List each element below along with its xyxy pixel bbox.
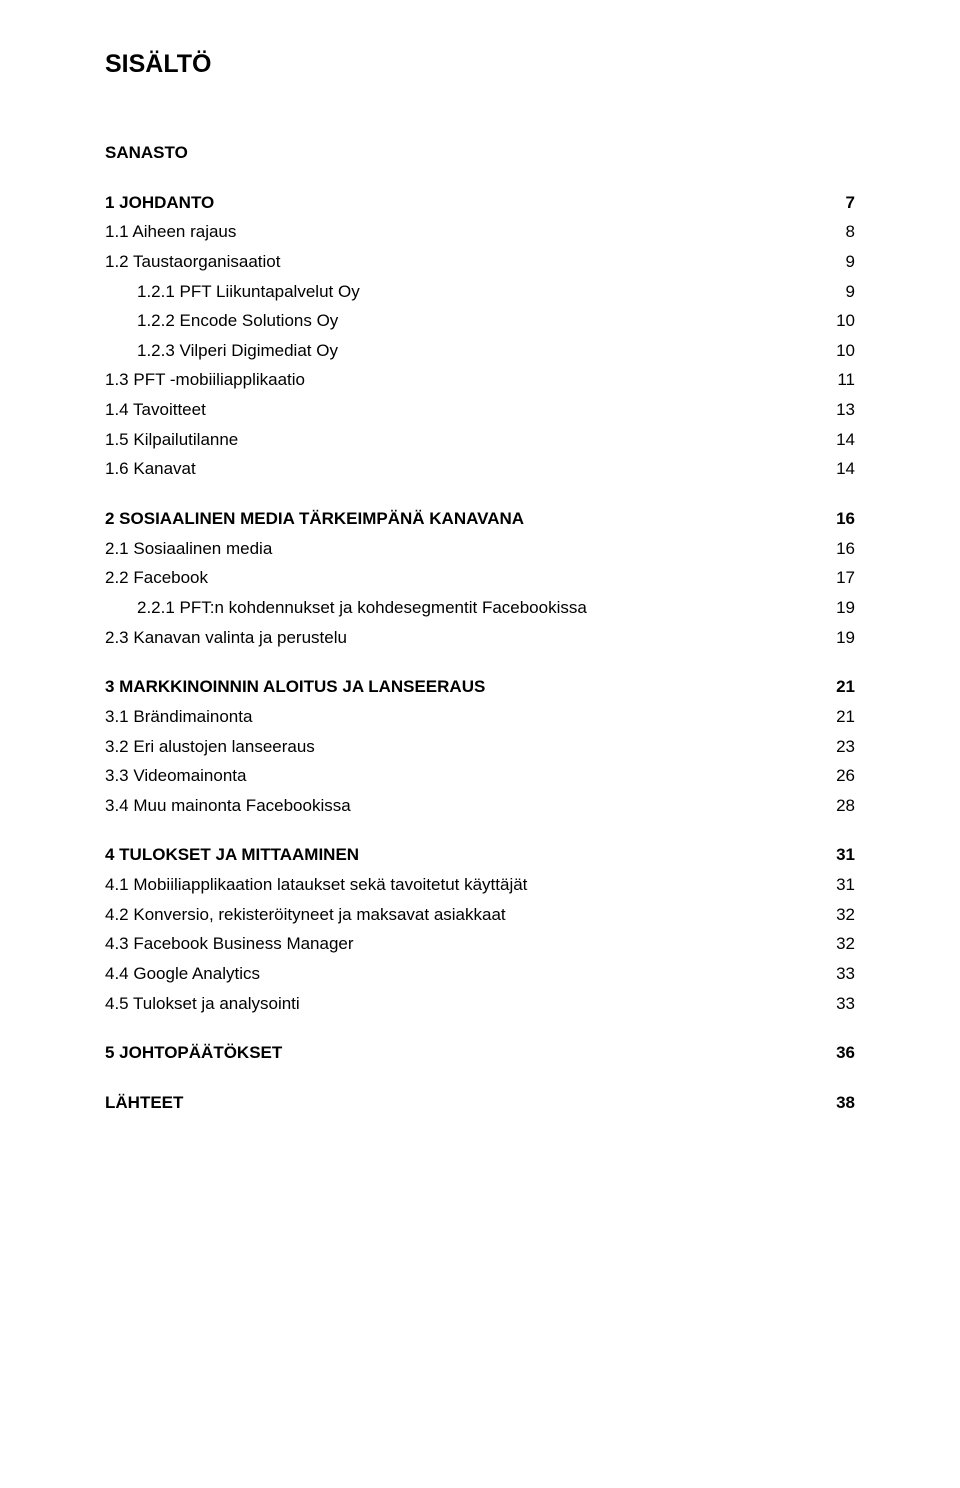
- toc-entry-page: 31: [816, 873, 855, 898]
- toc-entry-page: 8: [826, 220, 855, 245]
- toc-entry: 4.2 Konversio, rekisteröityneet ja maksa…: [105, 903, 855, 928]
- section-gap: [105, 171, 855, 191]
- toc-entry: 1.5 Kilpailutilanne14: [105, 428, 855, 453]
- toc-entry-page: 9: [826, 250, 855, 275]
- toc-entry-page: 33: [816, 962, 855, 987]
- toc-entry: 2.1 Sosiaalinen media16: [105, 537, 855, 562]
- toc-entry: 1.1 Aiheen rajaus8: [105, 220, 855, 245]
- toc-entry-label: 3.3 Videomainonta: [105, 764, 816, 789]
- toc-entry-page: 21: [816, 705, 855, 730]
- toc-entry-page: 31: [816, 843, 855, 868]
- toc-entry-label: 1 JOHDANTO: [105, 191, 826, 216]
- toc-entry-page: 14: [816, 457, 855, 482]
- toc-entry-label: 4.2 Konversio, rekisteröityneet ja maksa…: [105, 903, 816, 928]
- toc-entry: 2.2.1 PFT:n kohdennukset ja kohdesegment…: [137, 596, 855, 621]
- toc-entry-label: 4 TULOKSET JA MITTAAMINEN: [105, 843, 816, 868]
- toc-entry-label: 3.1 Brändimainonta: [105, 705, 816, 730]
- toc-entry: 4.1 Mobiiliapplikaation lataukset sekä t…: [105, 873, 855, 898]
- toc-entry-page: 32: [816, 932, 855, 957]
- toc-entry-page: 21: [816, 675, 855, 700]
- toc-entry: 3.2 Eri alustojen lanseeraus23: [105, 735, 855, 760]
- toc-entry: 4.3 Facebook Business Manager32: [105, 932, 855, 957]
- toc-entry-page: 32: [816, 903, 855, 928]
- toc-entry: 3.1 Brändimainonta21: [105, 705, 855, 730]
- toc-entry-label: 4.4 Google Analytics: [105, 962, 816, 987]
- toc-entry-label: 5 JOHTOPÄÄTÖKSET: [105, 1041, 816, 1066]
- toc-entry-page: 11: [817, 368, 855, 393]
- toc-entry: 2.2 Facebook17: [105, 566, 855, 591]
- toc-entry: 4 TULOKSET JA MITTAAMINEN31: [105, 843, 855, 868]
- toc-entry-label: 2.1 Sosiaalinen media: [105, 537, 816, 562]
- toc-entry: 5 JOHTOPÄÄTÖKSET36: [105, 1041, 855, 1066]
- toc-entry-page: 14: [816, 428, 855, 453]
- toc-entry-label: 1.2 Taustaorganisaatiot: [105, 250, 826, 275]
- toc-entry-page: 23: [816, 735, 855, 760]
- toc-entry-page: 10: [816, 339, 855, 364]
- toc-entry: 4.4 Google Analytics33: [105, 962, 855, 987]
- toc-entry: 1.6 Kanavat14: [105, 457, 855, 482]
- toc-entry-label: 1.2.2 Encode Solutions Oy: [137, 309, 816, 334]
- table-of-contents: SANASTO1 JOHDANTO71.1 Aiheen rajaus81.2 …: [105, 141, 855, 1116]
- toc-entry: 2.3 Kanavan valinta ja perustelu19: [105, 626, 855, 651]
- section-gap: [105, 823, 855, 843]
- toc-entry-label: LÄHTEET: [105, 1091, 816, 1116]
- toc-entry: LÄHTEET38: [105, 1091, 855, 1116]
- toc-entry-label: 1.4 Tavoitteet: [105, 398, 816, 423]
- toc-entry-label: 4.5 Tulokset ja analysointi: [105, 992, 816, 1017]
- toc-entry-label: 1.6 Kanavat: [105, 457, 816, 482]
- section-gap: [105, 655, 855, 675]
- document-title: SISÄLTÖ: [105, 50, 855, 79]
- toc-entry-page: 26: [816, 764, 855, 789]
- toc-entry-page: 16: [816, 507, 855, 532]
- section-gap: [105, 1071, 855, 1091]
- toc-entry: 3.4 Muu mainonta Facebookissa28: [105, 794, 855, 819]
- toc-entry-label: 3.2 Eri alustojen lanseeraus: [105, 735, 816, 760]
- toc-entry-label: 2.2 Facebook: [105, 566, 816, 591]
- toc-entry-label: 2.3 Kanavan valinta ja perustelu: [105, 626, 816, 651]
- toc-entry-page: 10: [816, 309, 855, 334]
- toc-entry-label: 1.2.1 PFT Liikuntapalvelut Oy: [137, 280, 826, 305]
- toc-entry-page: 36: [816, 1041, 855, 1066]
- toc-entry-label: 1.1 Aiheen rajaus: [105, 220, 826, 245]
- toc-entry: 3 MARKKINOINNIN ALOITUS JA LANSEERAUS21: [105, 675, 855, 700]
- toc-entry: 1.2 Taustaorganisaatiot9: [105, 250, 855, 275]
- toc-entry-label: 1.2.3 Vilperi Digimediat Oy: [137, 339, 816, 364]
- toc-entry-page: 19: [816, 596, 855, 621]
- toc-entry: 3.3 Videomainonta26: [105, 764, 855, 789]
- toc-entry: SANASTO: [105, 141, 855, 166]
- toc-entry: 1.4 Tavoitteet13: [105, 398, 855, 423]
- toc-entry-page: 9: [826, 280, 855, 305]
- toc-entry-label: 1.5 Kilpailutilanne: [105, 428, 816, 453]
- toc-entry: 1.3 PFT -mobiiliapplikaatio11: [105, 368, 855, 393]
- toc-entry: 1.2.1 PFT Liikuntapalvelut Oy9: [137, 280, 855, 305]
- toc-entry: 1 JOHDANTO7: [105, 191, 855, 216]
- toc-entry-label: 3 MARKKINOINNIN ALOITUS JA LANSEERAUS: [105, 675, 816, 700]
- toc-entry-label: 2 SOSIAALINEN MEDIA TÄRKEIMPÄNÄ KANAVANA: [105, 507, 816, 532]
- toc-entry: 4.5 Tulokset ja analysointi33: [105, 992, 855, 1017]
- toc-entry-label: 3.4 Muu mainonta Facebookissa: [105, 794, 816, 819]
- toc-entry-page: 17: [816, 566, 855, 591]
- toc-entry-page: 19: [816, 626, 855, 651]
- toc-entry-label: 2.2.1 PFT:n kohdennukset ja kohdesegment…: [137, 596, 816, 621]
- toc-entry: 1.2.2 Encode Solutions Oy10: [137, 309, 855, 334]
- toc-entry-label: 4.3 Facebook Business Manager: [105, 932, 816, 957]
- toc-entry-page: 13: [816, 398, 855, 423]
- toc-entry-page: 38: [816, 1091, 855, 1116]
- toc-entry-page: 7: [826, 191, 855, 216]
- toc-entry: 2 SOSIAALINEN MEDIA TÄRKEIMPÄNÄ KANAVANA…: [105, 507, 855, 532]
- toc-entry-label: SANASTO: [105, 141, 855, 166]
- toc-entry-label: 1.3 PFT -mobiiliapplikaatio: [105, 368, 817, 393]
- section-gap: [105, 487, 855, 507]
- toc-entry-page: 28: [816, 794, 855, 819]
- toc-entry-page: 33: [816, 992, 855, 1017]
- toc-entry: 1.2.3 Vilperi Digimediat Oy10: [137, 339, 855, 364]
- toc-entry-label: 4.1 Mobiiliapplikaation lataukset sekä t…: [105, 873, 816, 898]
- section-gap: [105, 1021, 855, 1041]
- toc-entry-page: 16: [816, 537, 855, 562]
